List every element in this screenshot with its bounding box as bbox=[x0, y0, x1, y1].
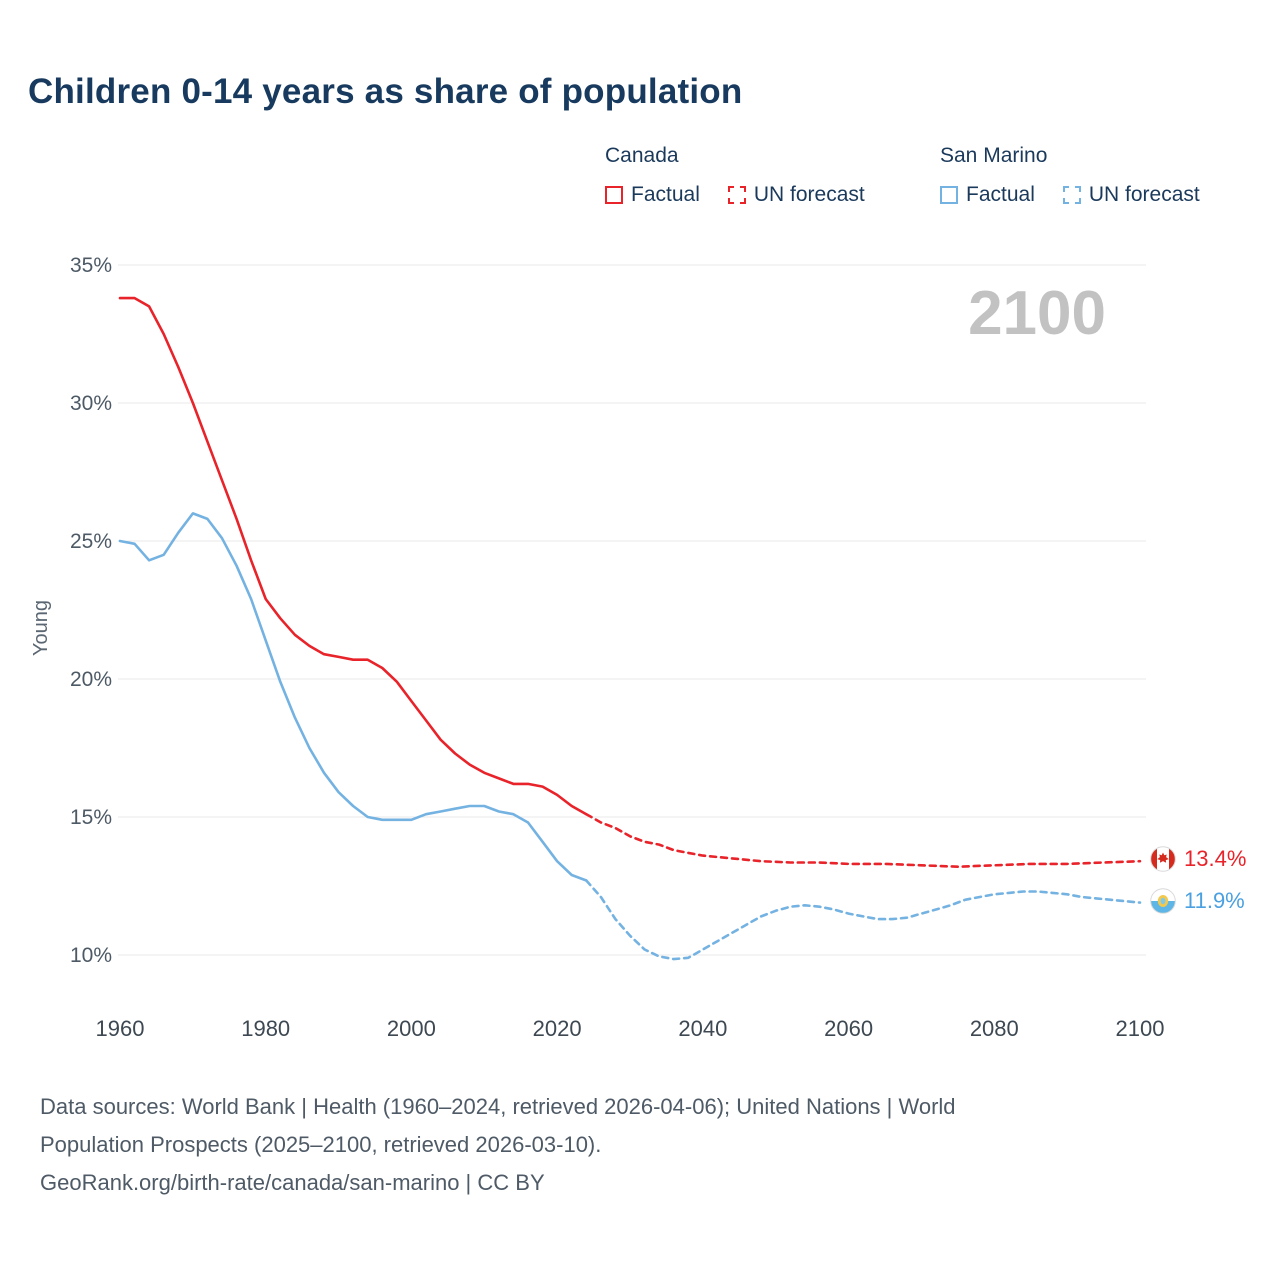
y-tick-label: 35% bbox=[70, 254, 112, 277]
legend-label-canada-forecast: UN forecast bbox=[753, 183, 865, 206]
legend-group-san-marino: San Marino Factual UN forecast bbox=[940, 144, 1200, 207]
legend-swatch-san-marino-forecast-icon bbox=[1062, 186, 1081, 204]
legend-group-title-san-marino: San Marino bbox=[940, 144, 1048, 167]
legend-label-canada-factual: Factual bbox=[631, 183, 700, 206]
data-sources-line-2: Population Prospects (2025–2100, retriev… bbox=[40, 1132, 602, 1157]
legend-item-canada-factual[interactable]: Factual bbox=[605, 183, 700, 207]
end-value-canada: 13.4% bbox=[1184, 846, 1247, 871]
legend-group-title-canada: Canada bbox=[605, 144, 679, 167]
data-sources-line-1: Data sources: World Bank | Health (1960–… bbox=[40, 1094, 956, 1119]
series-canada-un-forecast bbox=[585, 812, 1142, 868]
legend-group-canada: Canada Factual UN forecast bbox=[605, 144, 865, 207]
x-tick-label: 2020 bbox=[533, 1016, 582, 1041]
x-tick-label: 2060 bbox=[824, 1016, 873, 1041]
end-value-san-marino: 11.9% bbox=[1184, 888, 1245, 913]
x-tick-label: 2080 bbox=[970, 1016, 1019, 1041]
end-label-canada: 13.4% bbox=[1150, 846, 1246, 872]
series-san-marino-un-forecast bbox=[585, 879, 1142, 961]
legend-item-canada-forecast[interactable]: UN forecast bbox=[727, 183, 865, 207]
y-tick-label: 30% bbox=[70, 392, 112, 415]
page-title: Children 0-14 years as share of populati… bbox=[28, 72, 743, 111]
legend-swatch-canada-factual-icon bbox=[605, 186, 623, 204]
end-label-san-marino: 11.9% bbox=[1150, 888, 1245, 914]
canada-flag-icon bbox=[1150, 846, 1176, 872]
x-tick-label: 1980 bbox=[241, 1016, 290, 1041]
legend-swatch-canada-forecast-icon bbox=[727, 186, 746, 204]
y-tick-label: 10% bbox=[70, 944, 112, 967]
legend-item-san-marino-forecast[interactable]: UN forecast bbox=[1062, 183, 1200, 207]
footer-link[interactable]: GeoRank.org/birth-rate/canada/san-marino… bbox=[40, 1170, 545, 1195]
y-tick-label: 20% bbox=[70, 668, 112, 691]
legend-item-san-marino-factual[interactable]: Factual bbox=[940, 183, 1035, 207]
series-canada-factual bbox=[118, 296, 588, 816]
legend-swatch-san-marino-factual-icon bbox=[940, 186, 958, 204]
x-tick-label: 1960 bbox=[96, 1016, 145, 1041]
y-tick-label: 15% bbox=[70, 806, 112, 829]
series-san-marino-factual bbox=[118, 512, 588, 882]
footer: Data sources: World Bank | Health (1960–… bbox=[40, 1088, 956, 1202]
x-tick-label: 2100 bbox=[1116, 1016, 1165, 1041]
legend-label-san-marino-factual: Factual bbox=[966, 183, 1035, 206]
y-tick-label: 25% bbox=[70, 530, 112, 553]
x-tick-label: 2040 bbox=[678, 1016, 727, 1041]
legend-label-san-marino-forecast: UN forecast bbox=[1088, 183, 1200, 206]
x-tick-label: 2000 bbox=[387, 1016, 436, 1041]
san-marino-flag-icon bbox=[1150, 888, 1176, 914]
y-axis-title: Young bbox=[30, 600, 52, 656]
year-watermark: 2100 bbox=[968, 279, 1106, 348]
